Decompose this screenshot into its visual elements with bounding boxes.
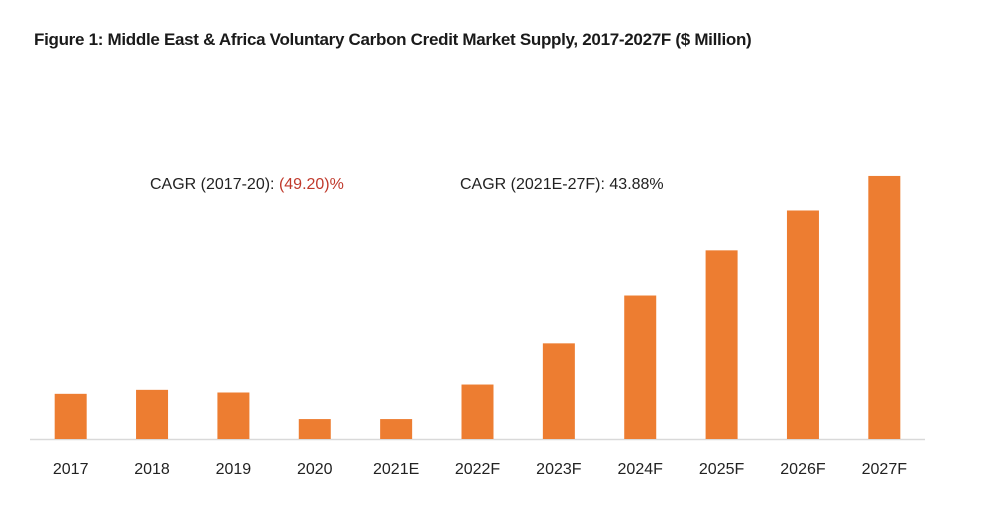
bar-2017 bbox=[54, 393, 87, 439]
x-tick-label-2024F: 2024F bbox=[618, 461, 664, 478]
bar-2025F bbox=[705, 250, 738, 439]
figure-title: Figure 1: Middle East & Africa Voluntary… bbox=[34, 30, 752, 49]
cagr-annotation-2021-27: CAGR (2021E-27F): 43.88% bbox=[460, 176, 664, 194]
bar-2021E bbox=[380, 419, 413, 439]
x-tick-label-2027F: 2027F bbox=[862, 461, 908, 478]
bar-2019 bbox=[217, 392, 250, 439]
bar-2018 bbox=[136, 389, 169, 439]
x-tick-label-2018: 2018 bbox=[134, 461, 170, 478]
x-tick-label-2020: 2020 bbox=[297, 461, 333, 478]
x-tick-label-2019: 2019 bbox=[216, 461, 252, 478]
cagr-annotation-2017-20: CAGR (2017-20): (49.20)% bbox=[150, 176, 344, 194]
bar-2022F bbox=[461, 384, 494, 439]
cagr-value: (49.20)% bbox=[278, 176, 344, 193]
bar-2024F bbox=[624, 295, 657, 439]
x-tick-label-2017: 2017 bbox=[53, 461, 89, 478]
x-tick-label-2025F: 2025F bbox=[699, 461, 745, 478]
bar-2023F bbox=[542, 343, 575, 439]
cagr-label: CAGR (2021E-27F): bbox=[460, 176, 610, 193]
x-tick-label-2022F: 2022F bbox=[455, 461, 501, 478]
cagr-value: 43.88% bbox=[609, 176, 664, 193]
x-tick-label-2021E: 2021E bbox=[373, 461, 419, 478]
cagr-label: CAGR (2017-20): bbox=[150, 176, 279, 193]
x-tick-label-2026F: 2026F bbox=[780, 461, 826, 478]
bar-2026F bbox=[786, 210, 819, 439]
bar-2027F bbox=[868, 175, 901, 439]
x-tick-label-2023F: 2023F bbox=[536, 461, 582, 478]
bar-2020 bbox=[298, 419, 331, 439]
